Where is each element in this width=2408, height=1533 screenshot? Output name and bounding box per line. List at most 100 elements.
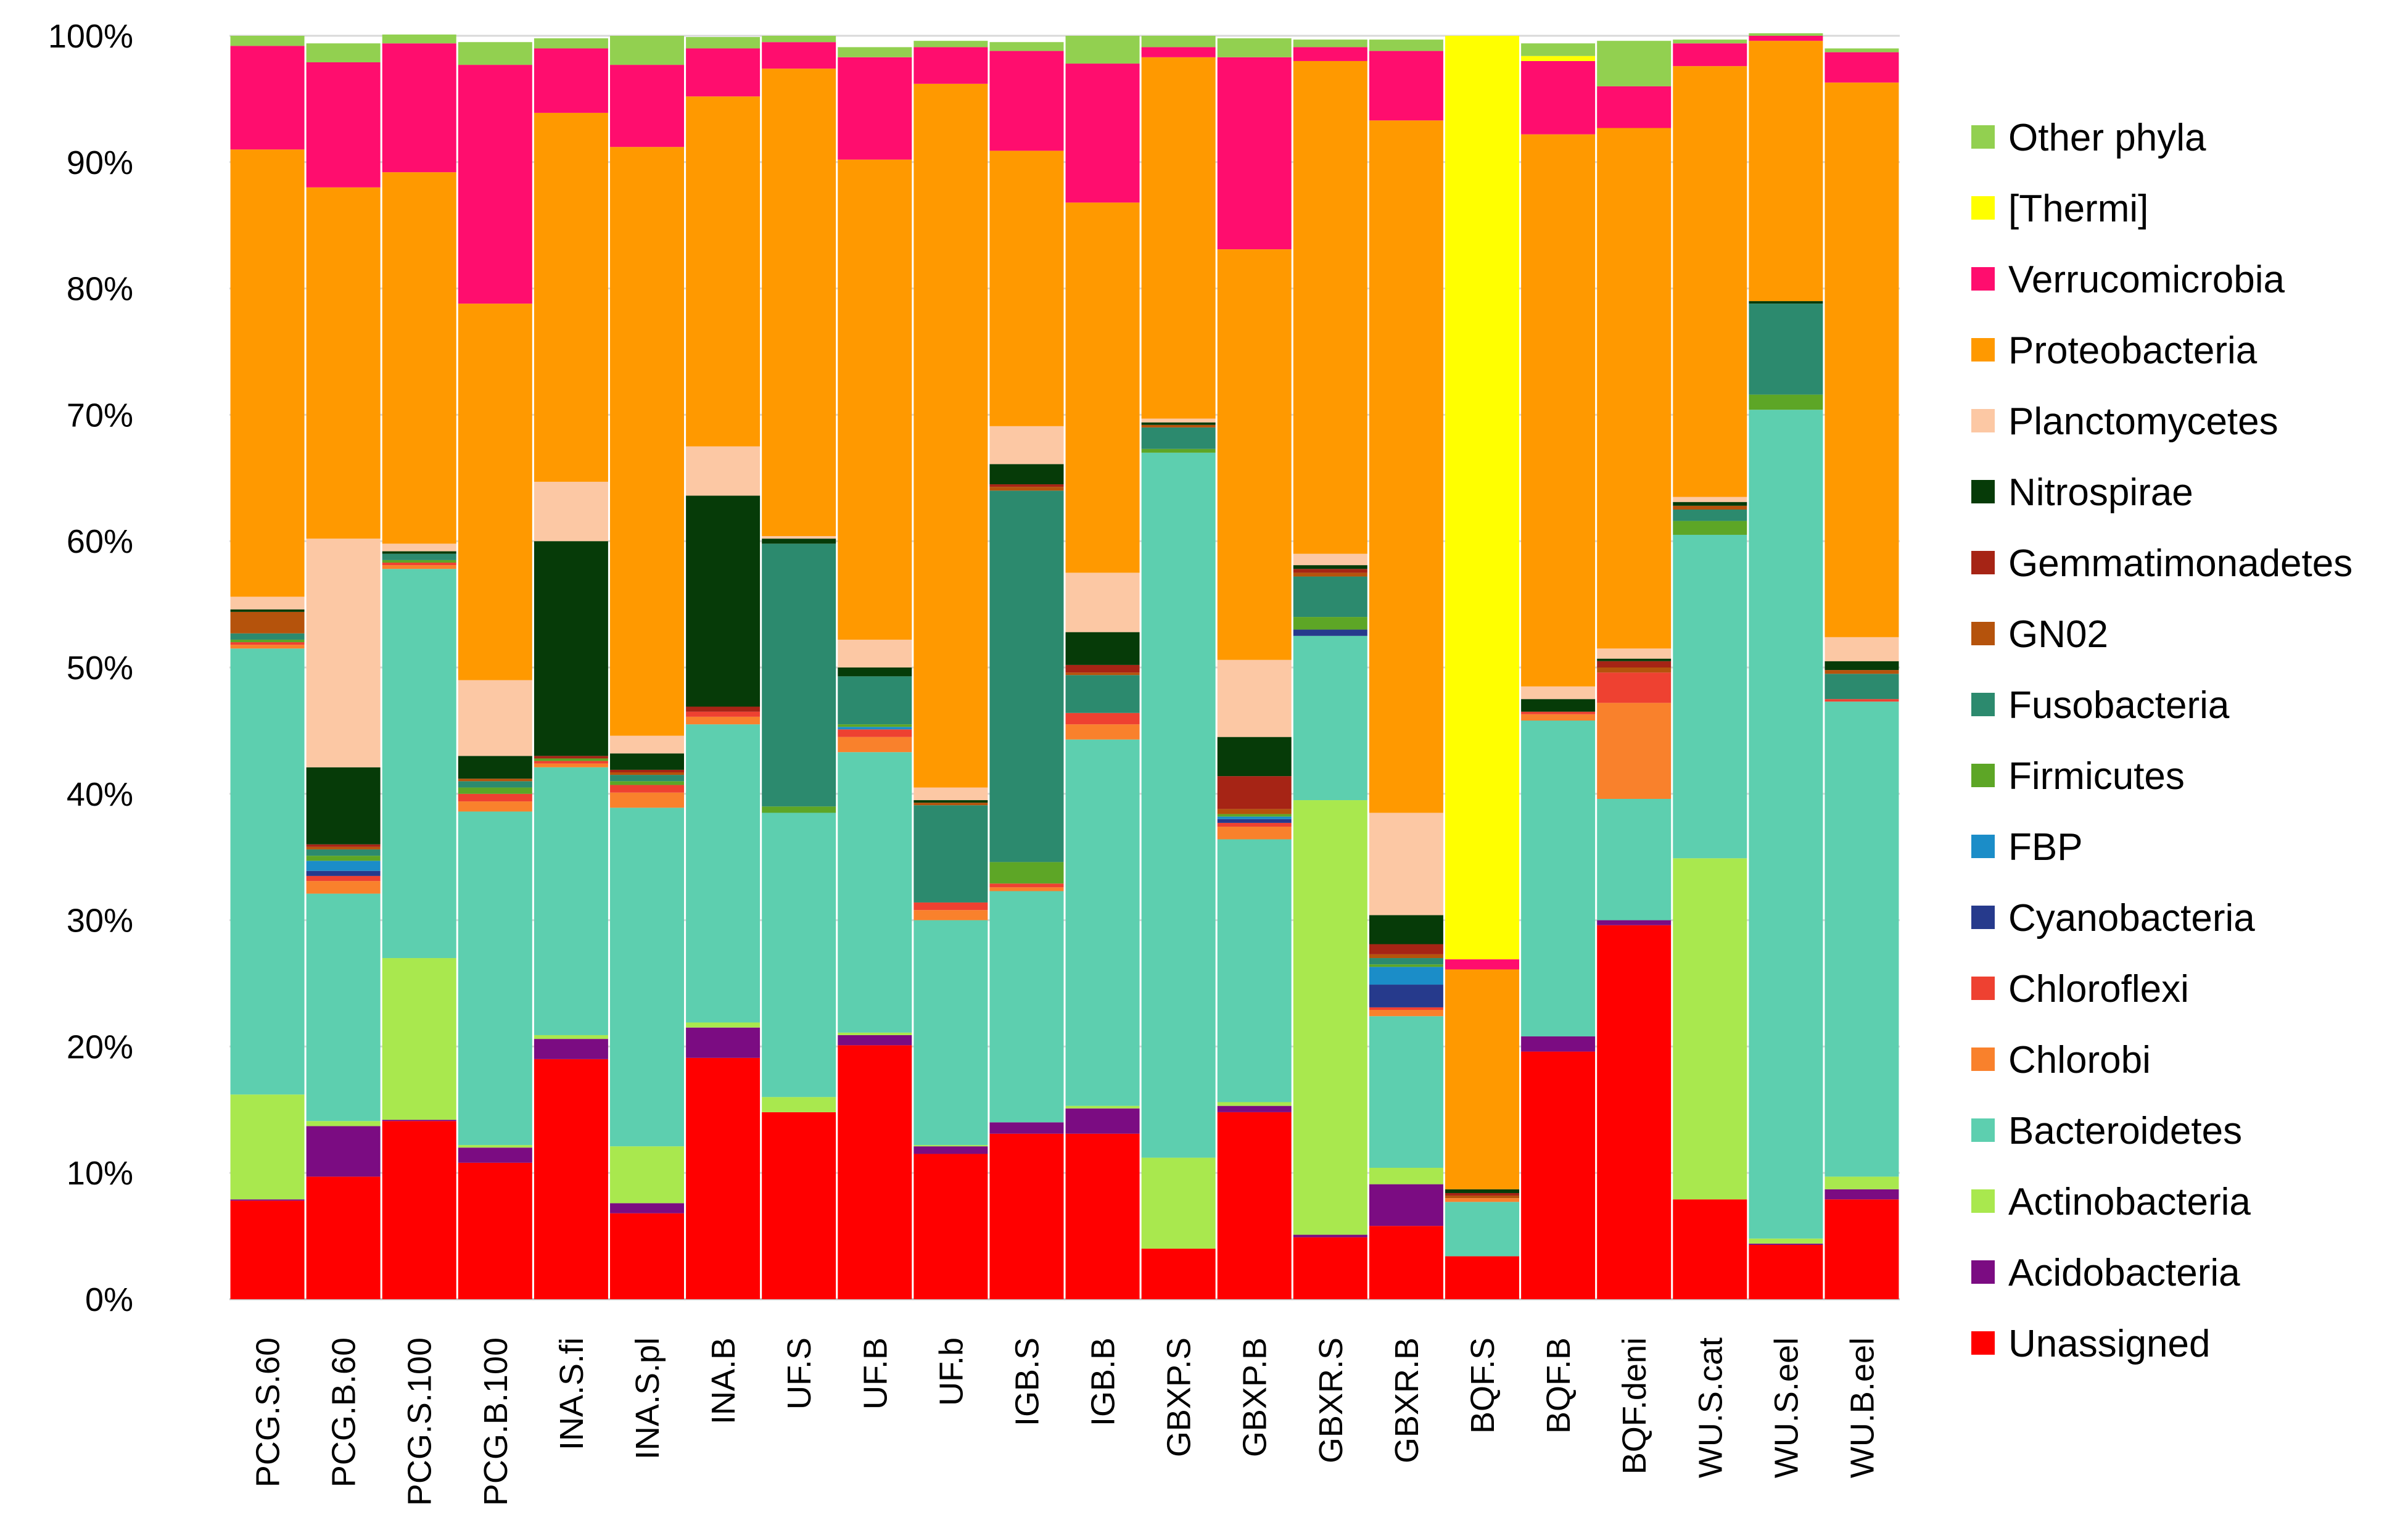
bar-segment — [306, 187, 381, 539]
bar-segment — [762, 1112, 836, 1299]
bar-segment — [1825, 670, 1899, 674]
x-tick-label: UF.b — [933, 1337, 970, 1406]
legend-swatch — [1971, 906, 1995, 929]
bar-segment — [306, 856, 381, 861]
bar-stack — [306, 43, 381, 1299]
bar-segment — [1749, 301, 1823, 304]
x-axis-tick-labels: PCG.S.60 PCG.B.60 PCG.S.100 PCG.B.100 INA.S.… — [250, 1337, 1881, 1506]
bar-segment — [1825, 1189, 1899, 1200]
bar-segment — [989, 883, 1064, 888]
bar-segment — [989, 464, 1064, 485]
bar-segment — [838, 639, 912, 667]
legend-label: Unassigned — [2008, 1323, 2210, 1365]
bar-segment — [913, 41, 988, 48]
bar-segment — [610, 772, 684, 775]
legend-label: Bacteroidetes — [2008, 1110, 2242, 1152]
bar-segment — [686, 711, 761, 717]
bar-segment — [686, 446, 761, 496]
legend-swatch — [1971, 409, 1995, 432]
bar-segment — [458, 781, 532, 788]
y-axis-tick-labels: 0% 10% 20% 30% 40% 50% 60% 70% 80% 90% 100% — [48, 18, 133, 1318]
bar-segment — [534, 756, 608, 759]
bar-segment — [1597, 920, 1672, 925]
bar-segment — [306, 861, 381, 871]
bar-segment — [1293, 576, 1367, 618]
bar-segment — [913, 902, 988, 911]
bar-segment — [534, 48, 608, 113]
legend-label: Planctomycetes — [2008, 400, 2278, 443]
bar-segment — [306, 844, 381, 847]
bar-segment — [686, 1057, 761, 1299]
bar-stack — [1217, 38, 1292, 1299]
bar-segment — [230, 645, 305, 649]
bar-segment — [1141, 47, 1216, 57]
legend-label: Gemmatimonadetes — [2008, 542, 2352, 585]
bar-segment — [1217, 57, 1292, 250]
bar-segment — [1217, 1102, 1292, 1106]
bar-segment — [534, 761, 608, 764]
y-tick-label: 90% — [67, 144, 133, 181]
bar-segment — [382, 1120, 456, 1122]
bar-segment — [230, 639, 305, 643]
bar-segment — [534, 767, 608, 1035]
legend-swatch — [1971, 196, 1995, 220]
x-tick-label: INA.B — [705, 1337, 742, 1424]
bar-segment — [306, 849, 381, 856]
bar-segment — [1217, 776, 1292, 809]
bar-segment — [1445, 1196, 1519, 1199]
bar-segment — [1217, 822, 1292, 827]
bar-segment — [686, 716, 761, 725]
bar-segment — [1217, 38, 1292, 57]
bar-segment — [1293, 39, 1367, 48]
bar-segment — [1597, 648, 1672, 659]
bar-segment — [989, 42, 1064, 51]
bar-segment — [1673, 534, 1747, 859]
bar-segment — [913, 910, 988, 920]
bar-segment — [1369, 51, 1443, 121]
bar-segment — [1369, 964, 1443, 967]
bar-segment — [1825, 1176, 1899, 1189]
bar-stack — [686, 37, 761, 1299]
bar-segment — [1065, 572, 1140, 632]
bar-segment — [230, 149, 305, 597]
bar-segment — [1673, 505, 1747, 510]
bar-stack — [382, 34, 456, 1299]
bar-segment — [230, 597, 305, 609]
bar-segment — [838, 47, 912, 57]
bar-stack — [1749, 33, 1823, 1299]
bar-segment — [458, 756, 532, 779]
bar-segment — [1293, 60, 1367, 554]
bar-segment — [913, 803, 988, 806]
bar-segment — [458, 801, 532, 812]
x-tick-label: GBXP.S — [1161, 1337, 1198, 1457]
bar-segment — [1369, 1184, 1443, 1226]
legend-label: Firmicutes — [2008, 755, 2185, 798]
bar-segment — [989, 487, 1064, 491]
bar-segment — [534, 38, 608, 49]
x-tick-label: BQF.deni — [1616, 1337, 1653, 1474]
bar-segment — [1749, 394, 1823, 410]
bar-segment — [1445, 959, 1519, 970]
bar-segment — [1369, 1016, 1443, 1168]
bar-segment — [382, 563, 456, 566]
bar-segment — [1521, 1036, 1596, 1052]
bar-segment — [610, 65, 684, 147]
bar-segment — [382, 551, 456, 554]
bar-segment — [913, 800, 988, 803]
legend-label: Cyanobacteria — [2008, 897, 2255, 940]
bar-segment — [382, 565, 456, 569]
bar-segment — [230, 611, 305, 634]
bar-segment — [230, 1199, 305, 1201]
bar-segment — [230, 36, 305, 46]
bar-segment — [458, 304, 532, 680]
bar-stack — [534, 38, 608, 1299]
bar-segment — [382, 569, 456, 959]
bar-segment — [306, 539, 381, 767]
bar-segment — [1521, 721, 1596, 1037]
bar-stack — [230, 36, 305, 1299]
bar-segment — [534, 1039, 608, 1059]
bar-stack — [1521, 43, 1596, 1299]
bar-segment — [1597, 41, 1672, 86]
bar-segment — [762, 812, 836, 1097]
y-tick-label: 40% — [67, 776, 133, 813]
